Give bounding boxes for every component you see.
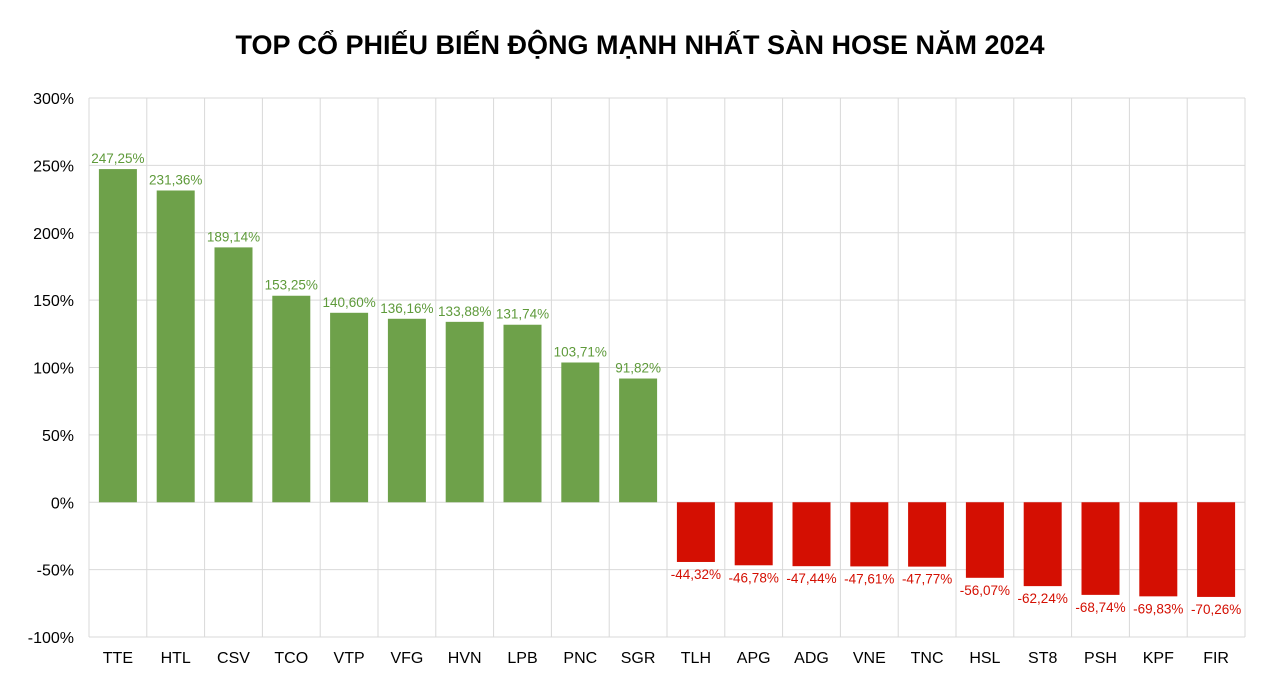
data-label: 153,25%: [265, 278, 318, 293]
x-tick-label: HSL: [969, 650, 1000, 667]
x-tick-label: FIR: [1203, 650, 1229, 667]
x-tick-label: VFG: [390, 650, 423, 667]
data-label: -46,78%: [729, 570, 779, 585]
data-label: -70,26%: [1191, 602, 1241, 617]
x-tick-label: TNC: [911, 650, 944, 667]
bar: [1139, 502, 1178, 597]
x-tick-label: VTP: [334, 650, 365, 667]
data-label: -68,74%: [1075, 600, 1125, 615]
bar: [676, 502, 715, 562]
bar: [445, 321, 484, 503]
data-label: -47,77%: [902, 572, 952, 587]
y-tick-label: -100%: [28, 630, 74, 647]
data-label: -56,07%: [960, 583, 1010, 598]
data-label: 136,16%: [380, 301, 433, 316]
x-tick-label: PSH: [1084, 650, 1117, 667]
y-tick-label: 150%: [33, 293, 74, 310]
x-tick-label: HTL: [161, 650, 191, 667]
bar: [330, 312, 369, 503]
y-tick-label: 200%: [33, 226, 74, 243]
bar: [792, 502, 831, 567]
data-label: 91,82%: [615, 361, 661, 376]
bar: [908, 502, 947, 567]
x-tick-label: VNE: [853, 650, 886, 667]
bar: [1197, 502, 1236, 597]
bar: [156, 190, 195, 503]
x-tick-label: TTE: [103, 650, 133, 667]
data-label: 131,74%: [496, 307, 549, 322]
data-label: 103,71%: [554, 345, 607, 360]
data-label: -47,61%: [844, 571, 894, 586]
x-tick-label: HVN: [448, 650, 482, 667]
bar: [214, 247, 253, 503]
y-tick-label: 100%: [33, 361, 74, 378]
bar: [503, 324, 542, 503]
data-label: 247,25%: [91, 151, 144, 166]
x-tick-label: ADG: [794, 650, 829, 667]
y-tick-label: 250%: [33, 158, 74, 175]
chart-title: TOP CỔ PHIẾU BIẾN ĐỘNG MẠNH NHẤT SÀN HOS…: [235, 30, 1045, 60]
x-tick-label: KPF: [1143, 650, 1174, 667]
x-tick-label: TCO: [274, 650, 308, 667]
y-tick-label: 0%: [51, 495, 74, 512]
data-label: 189,14%: [207, 229, 260, 244]
data-label: 140,60%: [322, 295, 375, 310]
x-tick-label: CSV: [217, 650, 250, 667]
data-label: -62,24%: [1018, 591, 1068, 606]
data-label: -69,83%: [1133, 601, 1183, 616]
y-tick-label: 50%: [42, 428, 74, 445]
data-label: -44,32%: [671, 567, 721, 582]
y-tick-label: -50%: [37, 563, 74, 580]
bar: [272, 295, 311, 503]
x-tick-label: ST8: [1028, 650, 1057, 667]
x-tick-label: SGR: [621, 650, 656, 667]
x-tick-label: TLH: [681, 650, 711, 667]
bar: [965, 502, 1004, 578]
data-label: 133,88%: [438, 304, 491, 319]
bar: [850, 502, 889, 567]
x-tick-label: APG: [737, 650, 771, 667]
data-label: -47,44%: [786, 571, 836, 586]
bar: [1023, 502, 1062, 587]
bar: [734, 502, 773, 566]
x-tick-label: PNC: [563, 650, 597, 667]
bar: [561, 362, 600, 503]
bar: [387, 318, 426, 503]
bar: [1081, 502, 1120, 595]
y-tick-label: 300%: [33, 91, 74, 108]
data-label: 231,36%: [149, 172, 202, 187]
x-tick-label: LPB: [507, 650, 537, 667]
bar: [98, 169, 137, 503]
bar: [619, 378, 658, 503]
